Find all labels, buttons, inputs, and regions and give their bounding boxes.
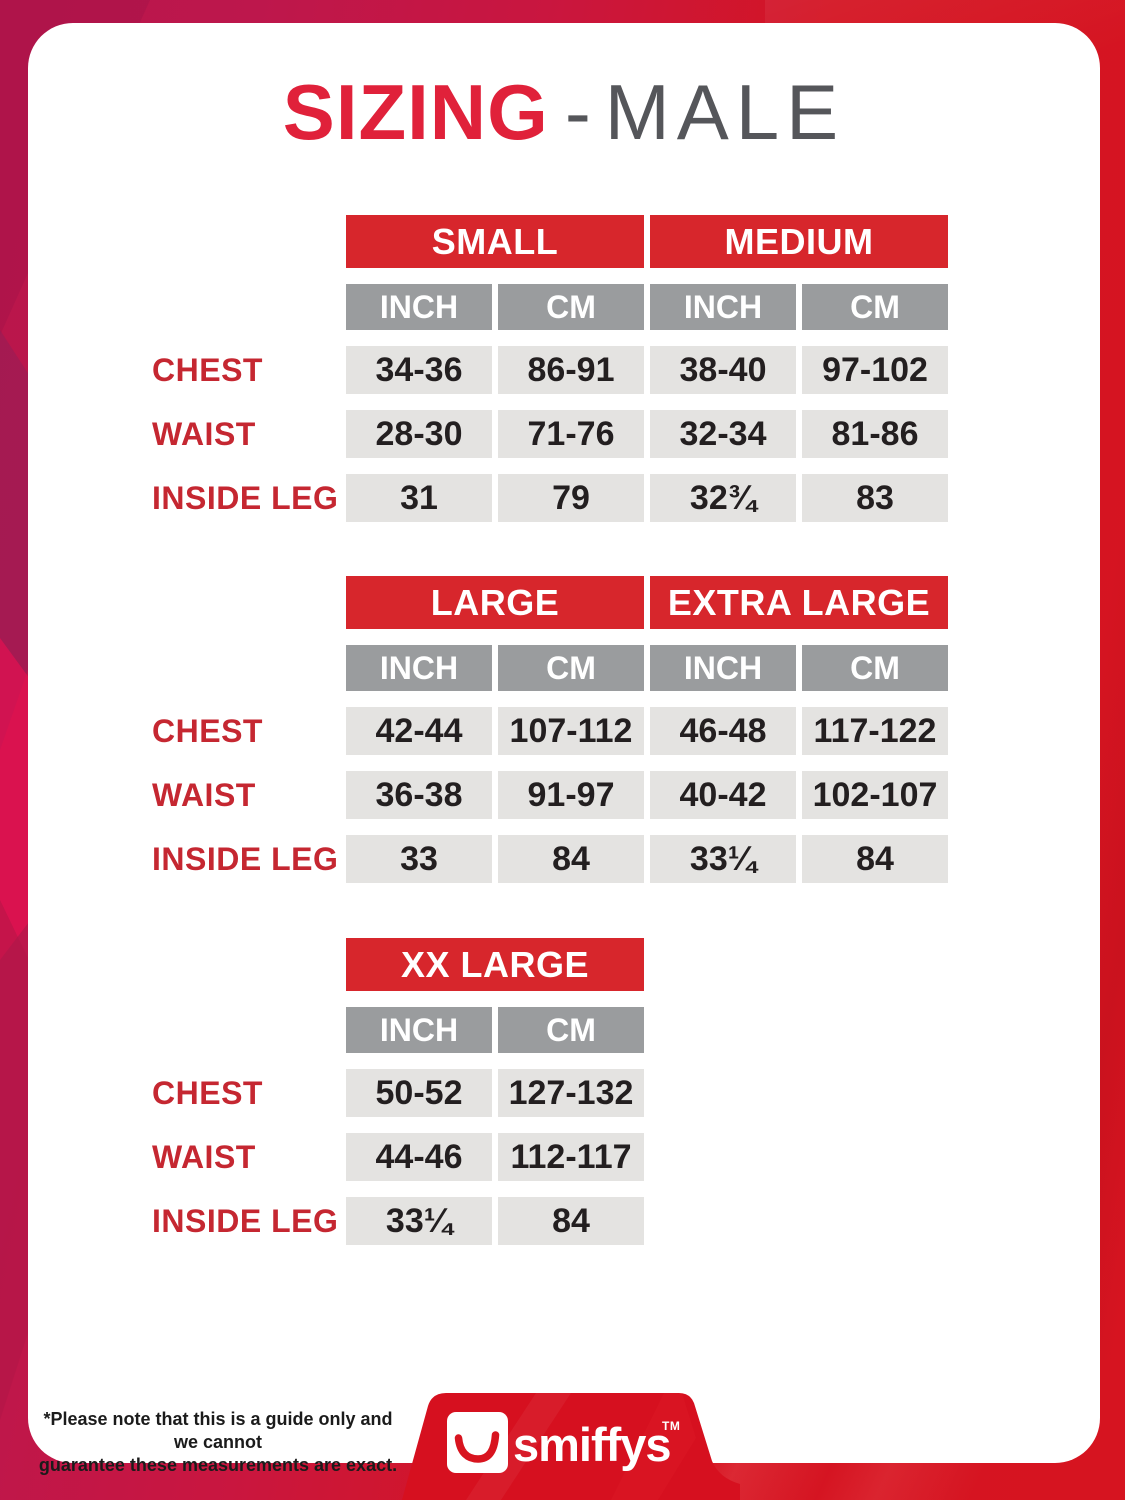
title-primary: SIZING — [282, 68, 549, 156]
table-cell: 86-91 — [498, 346, 644, 394]
table-cell: 32¾ — [650, 474, 796, 522]
size-header: SMALL — [346, 215, 644, 268]
table-cell: 112-117 — [498, 1133, 644, 1181]
table-cell: 79 — [498, 474, 644, 522]
size-table-large-xlarge: LARGE EXTRA LARGE INCH CM INCH CM CHEST … — [152, 576, 948, 883]
smiffys-smile-icon — [454, 1431, 500, 1463]
table-cell: 44-46 — [346, 1133, 492, 1181]
unit-header: CM — [802, 284, 948, 330]
table-cell: 31 — [346, 474, 492, 522]
table-cell: 28-30 — [346, 410, 492, 458]
table-cell: 127-132 — [498, 1069, 644, 1117]
table-cell: 102-107 — [802, 771, 948, 819]
table-cell: 34-36 — [346, 346, 492, 394]
disclaimer-note: *Please note that this is a guide only a… — [38, 1408, 398, 1477]
row-label: INSIDE LEG — [152, 1202, 339, 1239]
title-separator: - — [564, 68, 591, 156]
smiffys-logo — [447, 1412, 508, 1473]
page-title: SIZING - MALE — [28, 62, 1100, 162]
row-label: CHEST — [152, 351, 263, 388]
unit-header: INCH — [650, 284, 796, 330]
table-cell: 50-52 — [346, 1069, 492, 1117]
row-label: INSIDE LEG — [152, 840, 339, 877]
disclaimer-line: guarantee these measurements are exact. — [38, 1455, 398, 1475]
table-cell: 38-40 — [650, 346, 796, 394]
size-header: XX LARGE — [346, 938, 644, 991]
table-cell: 32-34 — [650, 410, 796, 458]
brand-tab-streak — [466, 1393, 571, 1500]
table-cell: 84 — [498, 1197, 644, 1245]
size-header: MEDIUM — [650, 215, 948, 268]
table-cell: 83 — [802, 474, 948, 522]
table-cell: 36-38 — [346, 771, 492, 819]
row-label: WAIST — [152, 415, 256, 452]
table-cell: 91-97 — [498, 771, 644, 819]
table-cell: 107-112 — [498, 707, 644, 755]
unit-header: CM — [498, 1007, 644, 1053]
table-cell: 81-86 — [802, 410, 948, 458]
size-table-xxlarge: XX LARGE INCH CM CHEST 50-52 127-132 WAI… — [152, 938, 948, 1245]
table-cell: 71-76 — [498, 410, 644, 458]
table-cell: 97-102 — [802, 346, 948, 394]
table-cell: 33¼ — [346, 1197, 492, 1245]
unit-header: INCH — [346, 284, 492, 330]
row-label: INSIDE LEG — [152, 479, 339, 516]
table-cell: 40-42 — [650, 771, 796, 819]
table-cell: 33¼ — [650, 835, 796, 883]
unit-header: INCH — [346, 1007, 492, 1053]
brand-tab-streak — [611, 1393, 696, 1500]
row-label: CHEST — [152, 1074, 263, 1111]
table-cell: 84 — [498, 835, 644, 883]
size-header: EXTRA LARGE — [650, 576, 948, 629]
size-header: LARGE — [346, 576, 644, 629]
row-label: WAIST — [152, 776, 256, 813]
unit-header: CM — [802, 645, 948, 691]
unit-header: INCH — [346, 645, 492, 691]
table-cell: 42-44 — [346, 707, 492, 755]
table-cell: 84 — [802, 835, 948, 883]
size-table-small-medium: SMALL MEDIUM INCH CM INCH CM CHEST 34-36… — [152, 215, 948, 522]
row-label: CHEST — [152, 712, 263, 749]
title-secondary: MALE — [604, 68, 846, 156]
brand-name: smiffys — [513, 1418, 672, 1471]
disclaimer-line: *Please note that this is a guide only a… — [43, 1409, 393, 1452]
unit-header: CM — [498, 645, 644, 691]
unit-header: CM — [498, 284, 644, 330]
unit-header: INCH — [650, 645, 796, 691]
table-cell: 33 — [346, 835, 492, 883]
row-label: WAIST — [152, 1138, 256, 1175]
trademark-symbol: TM — [662, 1419, 681, 1433]
table-cell: 46-48 — [650, 707, 796, 755]
table-cell: 117-122 — [802, 707, 948, 755]
